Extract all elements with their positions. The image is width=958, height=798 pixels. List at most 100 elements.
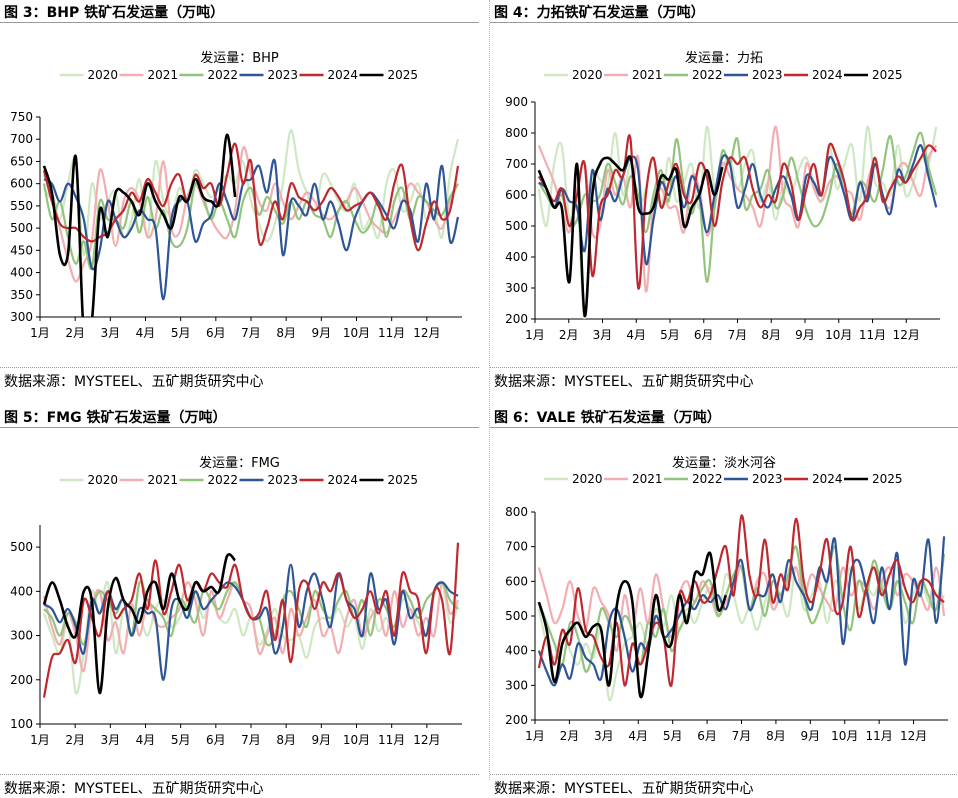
legend-label: 2023: [752, 68, 783, 82]
legend-label: 2023: [268, 68, 299, 82]
y-tick-label: 500: [505, 609, 528, 623]
x-tick-label: 12月: [900, 729, 927, 743]
panel-heading: 图 6：VALE 铁矿石发运量（万吨）: [494, 410, 721, 426]
legend-label: 2021: [632, 68, 663, 82]
y-tick-label: 300: [10, 629, 33, 643]
x-tick-label: 2月: [559, 328, 579, 342]
panel-source-bar: 数据来源：MYSTEEL、五矿期货研究中心: [490, 774, 958, 797]
y-tick-label: 650: [10, 154, 33, 168]
panel-heading-bar: 图 3：BHP 铁矿石发运量（万吨）: [0, 0, 479, 23]
x-tick-label: 12月: [893, 328, 920, 342]
legend-label: 2025: [388, 473, 419, 487]
y-tick-label: 600: [505, 188, 528, 202]
legend-label: 2020: [572, 472, 603, 486]
panel-divider: [489, 0, 490, 780]
series-line-2025: [537, 155, 724, 318]
series-line-2020: [43, 129, 460, 256]
x-tick-label: 9月: [795, 328, 815, 342]
x-tick-label: 5月: [660, 328, 680, 342]
panel-fmg: 图 5：FMG 铁矿石发运量（万吨） 发运量：FMG 2020 2021 2022 20…: [0, 405, 479, 797]
y-tick-label: 500: [10, 540, 33, 554]
series-line-2021: [537, 566, 946, 652]
y-tick-label: 500: [505, 219, 528, 233]
x-tick-label: 11月: [866, 729, 893, 743]
series-line-2023: [538, 144, 938, 266]
panel-heading-bar: 图 5：FMG 铁矿石发运量（万吨）: [0, 405, 479, 428]
legend-label: 2023: [268, 473, 299, 487]
y-tick-label: 350: [10, 288, 33, 302]
chart-bhp: 发运量：BHP 2020 2021 2022 2023 2024 2025 300 350 400…: [10, 50, 462, 340]
x-tick-label: 8月: [761, 328, 781, 342]
legend-label: 2022: [208, 68, 239, 82]
chart-title: 发运量：淡水河谷: [672, 455, 776, 471]
series-line-2025: [42, 133, 237, 317]
source-note: 数据来源：MYSTEEL、五矿期货研究中心: [494, 374, 754, 390]
panel-riotinto: 图 4：力拓铁矿石发运量（万吨） 发运量：力拓 2020 2021 2022 2023 2…: [490, 0, 958, 390]
series-line-2024: [42, 142, 460, 252]
y-tick-label: 200: [505, 713, 528, 727]
series-line-2021: [537, 125, 938, 293]
x-tick-label: 11月: [378, 733, 405, 747]
y-tick-label: 750: [10, 110, 33, 124]
x-tick-label: 5月: [171, 733, 191, 747]
legend-label: 2021: [632, 472, 663, 486]
y-tick-label: 400: [505, 250, 528, 264]
legend-label: 2025: [872, 472, 903, 486]
x-tick-label: 6月: [206, 326, 226, 340]
x-tick-label: 7月: [241, 733, 261, 747]
legend-label: 2024: [328, 473, 359, 487]
panel-source-bar: 数据来源：MYSTEEL、五矿期货研究中心: [0, 774, 479, 797]
legend-label: 2020: [572, 68, 603, 82]
y-tick-label: 200: [10, 673, 33, 687]
y-tick-label: 300: [505, 281, 528, 295]
chart-vale: 发运量：淡水河谷 2020 2021 2022 2023 2024 2025 200 300 40…: [505, 455, 948, 743]
x-tick-label: 9月: [312, 733, 332, 747]
chart-fmg: 发运量：FMG 2020 2021 2022 2023 2024 2025 100 200 300…: [10, 455, 462, 747]
y-tick-label: 400: [10, 266, 33, 280]
x-tick-label: 5月: [171, 326, 191, 340]
x-tick-label: 11月: [859, 328, 886, 342]
x-tick-label: 10月: [831, 729, 858, 743]
x-tick-label: 9月: [801, 729, 821, 743]
chart-riotinto: 发运量：力拓 2020 2021 2022 2023 2024 2025 200 300 400 5…: [505, 50, 940, 342]
y-tick-label: 600: [10, 177, 33, 191]
x-tick-label: 4月: [628, 729, 648, 743]
y-tick-label: 900: [505, 95, 528, 109]
legend-label: 2023: [752, 472, 783, 486]
panel-bhp: 图 3：BHP 铁矿石发运量（万吨） 发运量：BHP 2020 2021 2022 20…: [0, 0, 479, 390]
x-tick-label: 12月: [413, 733, 440, 747]
y-tick-label: 400: [10, 584, 33, 598]
x-tick-label: 1月: [525, 729, 545, 743]
x-tick-label: 10月: [343, 326, 370, 340]
x-tick-label: 2月: [65, 733, 85, 747]
series-line-2024: [42, 542, 460, 698]
legend-label: 2025: [872, 68, 903, 82]
panel-heading: 图 4：力拓铁矿石发运量（万吨）: [494, 5, 705, 21]
x-tick-label: 5月: [663, 729, 683, 743]
legend-label: 2024: [812, 68, 843, 82]
y-tick-label: 300: [10, 310, 33, 324]
legend-label: 2022: [208, 473, 239, 487]
y-tick-label: 500: [10, 221, 33, 235]
x-tick-label: 6月: [206, 733, 226, 747]
x-tick-label: 3月: [101, 733, 121, 747]
y-tick-label: 450: [10, 243, 33, 257]
source-note: 数据来源：MYSTEEL、五矿期货研究中心: [494, 781, 754, 797]
y-tick-label: 700: [10, 132, 33, 146]
panel-heading: 图 3：BHP 铁矿石发运量（万吨）: [4, 5, 225, 21]
y-tick-label: 700: [505, 157, 528, 171]
x-tick-label: 3月: [594, 729, 614, 743]
legend-label: 2022: [692, 472, 723, 486]
x-tick-label: 10月: [825, 328, 852, 342]
chart-title: 发运量：BHP: [200, 50, 279, 66]
y-tick-label: 800: [505, 505, 528, 519]
x-tick-label: 10月: [343, 733, 370, 747]
series-line-2021: [42, 581, 459, 673]
series-line-2024: [537, 514, 945, 687]
x-tick-label: 8月: [276, 326, 296, 340]
x-tick-label: 2月: [560, 729, 580, 743]
x-tick-label: 8月: [766, 729, 786, 743]
x-tick-label: 1月: [30, 733, 50, 747]
x-tick-label: 7月: [732, 729, 752, 743]
y-tick-label: 600: [505, 574, 528, 588]
